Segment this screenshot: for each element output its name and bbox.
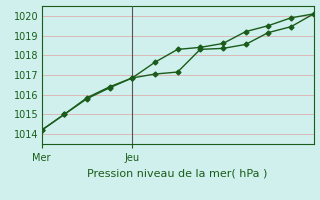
X-axis label: Pression niveau de la mer( hPa ): Pression niveau de la mer( hPa ) [87,169,268,179]
